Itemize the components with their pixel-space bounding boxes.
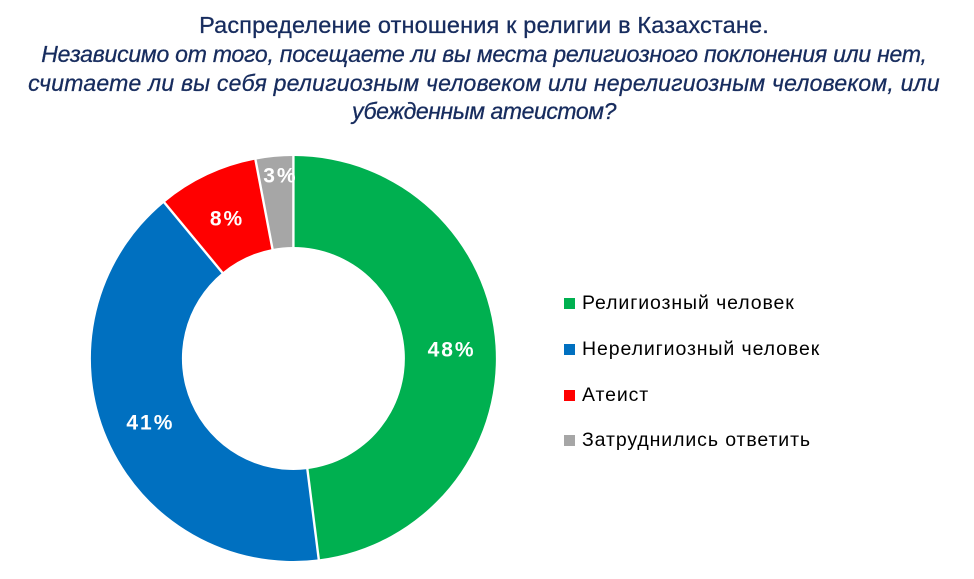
svg-text:41%: 41% <box>126 412 174 435</box>
svg-text:3%: 3% <box>263 165 297 188</box>
svg-text:48%: 48% <box>428 339 476 362</box>
svg-text:8%: 8% <box>210 207 244 230</box>
